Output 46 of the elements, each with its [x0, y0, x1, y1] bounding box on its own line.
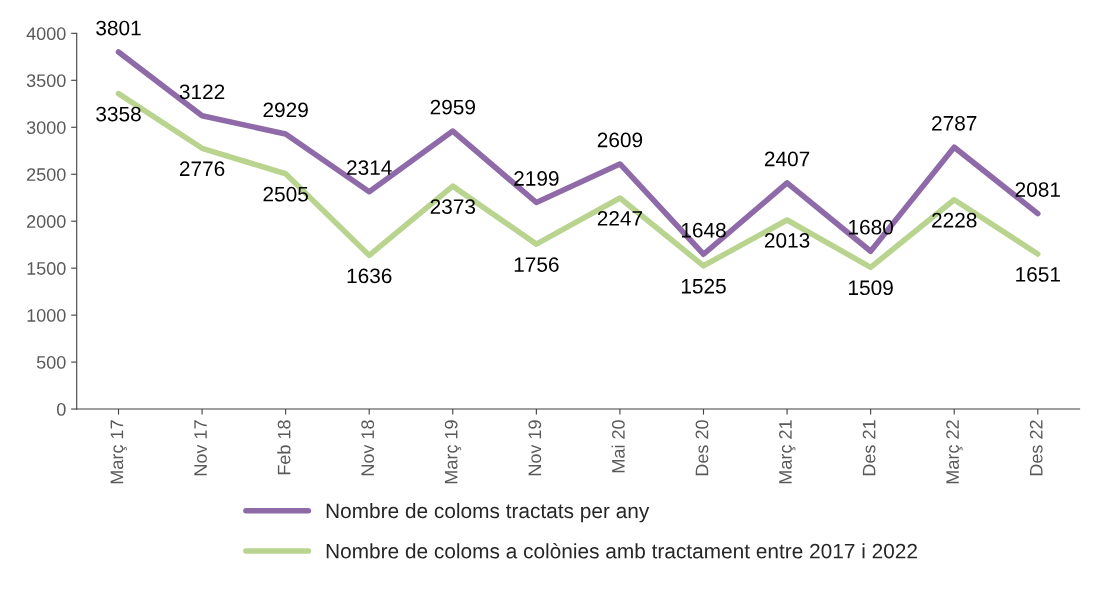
data-label: 2505 [263, 186, 308, 202]
x-tick-label: Nov 18 [361, 420, 375, 476]
y-tick-label: 3000 [26, 121, 66, 134]
x-tick-label: Març 19 [444, 420, 462, 484]
y-tick-label: 3500 [26, 74, 66, 88]
y-tick-label: 500 [36, 356, 66, 369]
data-label: 2228 [932, 212, 977, 228]
data-label: 2929 [263, 102, 308, 118]
data-label: 2776 [179, 161, 225, 177]
data-label: 3122 [179, 84, 225, 100]
data-label: 2959 [430, 99, 475, 115]
data-label: 2609 [597, 132, 643, 148]
data-label: 1525 [681, 278, 726, 294]
data-label: 1651 [1016, 267, 1060, 282]
x-tick-label: Nov 17 [194, 420, 207, 476]
x-tick-label: Des 20 [695, 420, 709, 476]
data-label: 1756 [514, 257, 559, 272]
x-tick-label: Feb 18 [277, 420, 291, 475]
legend-label: Nombre de coloms tractats per any [326, 502, 650, 523]
x-tick-label: Des 21 [862, 420, 876, 476]
data-label: 2081 [1015, 182, 1060, 197]
y-tick-label: 2000 [27, 215, 66, 228]
y-tick-label: 0 [56, 402, 66, 416]
x-tick-label: Nov 19 [528, 420, 542, 476]
data-label: 2247 [597, 211, 643, 226]
y-tick-label: 1000 [27, 309, 66, 322]
x-tick-label: Mai 20 [611, 420, 625, 473]
data-label: 3358 [96, 106, 141, 122]
y-tick-label: 1500 [27, 262, 66, 275]
y-tick-label: 4000 [26, 27, 66, 41]
x-tick-label: Març 22 [946, 420, 963, 484]
data-label: 2199 [514, 171, 559, 186]
data-label: 1648 [681, 222, 726, 238]
data-label: 2407 [764, 151, 810, 167]
data-label: 2314 [347, 160, 392, 176]
x-tick-label: Març 17 [110, 420, 127, 484]
x-tick-label: Des 22 [1029, 420, 1043, 476]
data-label: 2787 [932, 115, 977, 131]
y-tick-label: 2500 [27, 168, 66, 181]
data-label: 1636 [347, 268, 392, 284]
data-label: 2013 [764, 233, 810, 248]
x-tick-label: Març 21 [779, 420, 796, 484]
data-label: 2373 [430, 199, 476, 214]
data-label: 1509 [849, 280, 893, 296]
legend-label: Nombre de coloms a colònies amb tractament entre 2017 i 2022 [326, 542, 917, 559]
data-label: 3801 [96, 20, 141, 36]
